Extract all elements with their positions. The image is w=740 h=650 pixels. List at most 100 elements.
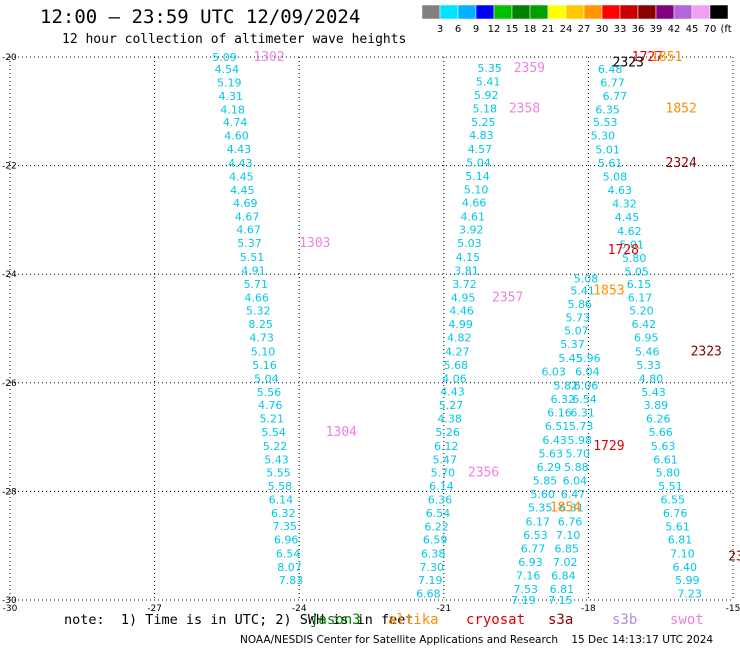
track-time-label: 2324 <box>666 156 697 171</box>
wave-height-point: 6.38 <box>421 547 446 560</box>
wave-height-point: 4.67 <box>236 224 261 237</box>
wave-height-point: 4.63 <box>607 184 632 197</box>
wave-height-point: 5.46 <box>635 345 660 358</box>
colorbar-label: 42 <box>668 24 681 35</box>
wave-height-point: 5.08 <box>574 273 599 286</box>
wave-height-point: 7.53 <box>513 583 538 596</box>
x-tick-label: -30 <box>3 604 18 612</box>
wave-height-point: 5.68 <box>444 359 469 372</box>
wave-height-point: 6.12 <box>434 440 459 453</box>
wave-height-point: 5.99 <box>675 574 700 587</box>
wave-height-point: 4.82 <box>447 332 472 345</box>
wave-height-point: 5.05 <box>624 265 649 278</box>
wave-height-point: 5.20 <box>629 305 654 318</box>
wave-height-point: 6.59 <box>423 534 448 547</box>
wave-height-point: 5.61 <box>598 157 623 170</box>
wave-height-point: 6.54 <box>276 547 301 560</box>
wave-height-point: 5.73 <box>566 312 591 325</box>
wave-height-point: 6.42 <box>632 318 657 331</box>
wave-height-point: 5.58 <box>268 480 293 493</box>
wave-height-point: 7.30 <box>420 561 445 574</box>
wave-height-point: 4.80 <box>639 372 664 385</box>
wave-height-point: 5.07 <box>564 325 589 338</box>
wave-height-point: 7.23 <box>677 587 702 600</box>
wave-height-point: 4.66 <box>245 292 270 305</box>
wave-height-point: 4.74 <box>223 116 248 129</box>
wave-height-point: 5.26 <box>435 426 460 439</box>
wave-height-point: 5.70 <box>566 447 591 460</box>
wave-height-point: 5.70 <box>431 466 456 479</box>
wave-height-point: 4.57 <box>468 143 493 156</box>
x-tick-label: -24 <box>292 604 307 612</box>
colorbar-label: 24 <box>560 24 573 35</box>
colorbar-label: 3 <box>437 24 443 35</box>
wave-height-point: 6.32 <box>271 507 296 520</box>
wave-height-point: 7.10 <box>556 529 581 542</box>
wave-height-point: 6.06 <box>574 380 599 393</box>
chart-subtitle: 12 hour collection of altimeter wave hei… <box>62 32 407 47</box>
colorbar-label: 45 <box>686 24 699 35</box>
wave-height-point: 5.27 <box>439 399 464 412</box>
wave-height-point: 5.66 <box>648 426 673 439</box>
y-tick-label: -26 <box>2 379 17 389</box>
track-time-label: 2323 <box>691 344 722 359</box>
wave-height-point: 4.54 <box>215 63 240 76</box>
wave-height-point: 3.72 <box>452 278 477 291</box>
wave-height-point: 5.96 <box>576 352 601 365</box>
wave-height-point: 6.55 <box>661 494 686 507</box>
x-tick-label: -27 <box>147 604 162 612</box>
colorbar-label: 27 <box>578 24 591 35</box>
track-time-label: 2323 <box>613 55 644 70</box>
wave-height-point: 7.15 <box>548 594 573 607</box>
wave-height-point: 6.40 <box>673 561 698 574</box>
wave-height-point: 5.88 <box>564 461 589 474</box>
y-tick-label: -24 <box>2 270 17 280</box>
wave-height-point: 4.67 <box>235 211 260 224</box>
wave-height-point: 6.61 <box>653 453 678 466</box>
wave-height-point: 5.53 <box>593 116 618 129</box>
colorbar-label: 9 <box>473 24 479 35</box>
colorbar-label: 6 <box>455 24 461 35</box>
wave-height-point: 6.36 <box>428 494 453 507</box>
wave-height-point: 4.43 <box>227 143 252 156</box>
wave-height-point: 4.38 <box>437 413 462 426</box>
wave-height-point: 5.86 <box>567 298 592 311</box>
wave-height-point: 5.08 <box>603 170 628 183</box>
x-tick-label: -21 <box>436 604 451 612</box>
wave-height-point: 4.32 <box>612 198 637 211</box>
wave-height-point: 6.93 <box>518 556 543 569</box>
wave-height-point: 6.95 <box>634 332 659 345</box>
colorbar-label: 30 <box>596 24 609 35</box>
track-time-label: 1303 <box>299 236 330 251</box>
wave-height-point: 5.37 <box>560 338 585 351</box>
y-tick-label: -30 <box>2 596 17 606</box>
colorbar-label: 36 <box>632 24 645 35</box>
colorbar-swatch <box>709 5 729 20</box>
legend-altika: altika <box>388 612 439 628</box>
wave-height-point: 5.55 <box>266 466 291 479</box>
wave-height-point: 6.31 <box>559 502 584 515</box>
track-time-label: 2356 <box>468 465 499 480</box>
wave-height-point: 4.15 <box>456 251 481 264</box>
wave-height-point: 4.73 <box>249 332 274 345</box>
footer-credit: NOAA/NESDIS Center for Satellite Applica… <box>240 634 714 646</box>
wave-height-point: 4.83 <box>469 129 494 142</box>
wave-height-point: 5.63 <box>539 447 564 460</box>
wave-height-point: 5.19 <box>217 77 242 90</box>
plot-area: -30 -27 -24 -21 -18 -15 -20 -22 -24 -26 -28 -30 5.09… <box>2 50 740 612</box>
colorbar-label: 39 <box>650 24 663 35</box>
wave-height-point: 7.16 <box>516 570 541 583</box>
footer-note: note: 1) Time is in UTC; 2) SWH is in fe… <box>64 612 414 628</box>
wave-height-point: 4.46 <box>449 305 474 318</box>
wave-height-point: 6.26 <box>646 413 671 426</box>
y-tick-label: -22 <box>2 162 17 172</box>
wave-height-point: 6.68 <box>416 587 441 600</box>
x-tick-label: -18 <box>581 604 596 612</box>
wave-height-point: 7.35 <box>272 520 297 533</box>
x-tick-label: -15 <box>726 604 740 612</box>
wave-height-point: 7.10 <box>670 547 695 560</box>
colorbar-label: 33 <box>614 24 627 35</box>
wave-height-point: 5.41 <box>570 284 595 297</box>
wave-height-point: 5.51 <box>658 480 683 493</box>
wave-height-point: 6.47 <box>561 488 586 501</box>
